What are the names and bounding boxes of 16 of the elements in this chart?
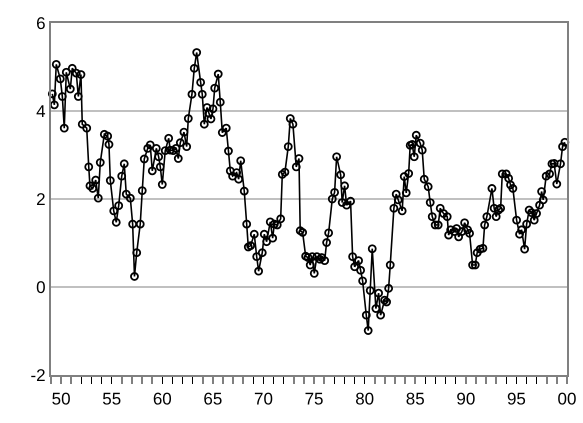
x-tick-label: 70: [254, 389, 273, 408]
y-tick-label: 0: [36, 278, 46, 297]
x-tick-label: 60: [152, 389, 172, 408]
y-tick-label: 2: [36, 190, 46, 209]
y-tick-label: -2: [30, 366, 46, 385]
x-tick-label: 65: [203, 389, 222, 408]
x-tick-label: 85: [406, 389, 425, 408]
y-tick-label: 4: [36, 102, 46, 121]
x-tick-label: 50: [52, 389, 71, 408]
x-tick-label: 55: [102, 389, 122, 408]
y-tick-label: 6: [36, 14, 46, 33]
x-tick-label: 00: [558, 389, 576, 408]
x-tick-label: 75: [304, 389, 324, 408]
x-tick-label: 90: [456, 389, 476, 408]
x-tick-label: 80: [355, 389, 374, 408]
x-tick-label: 95: [506, 389, 526, 408]
